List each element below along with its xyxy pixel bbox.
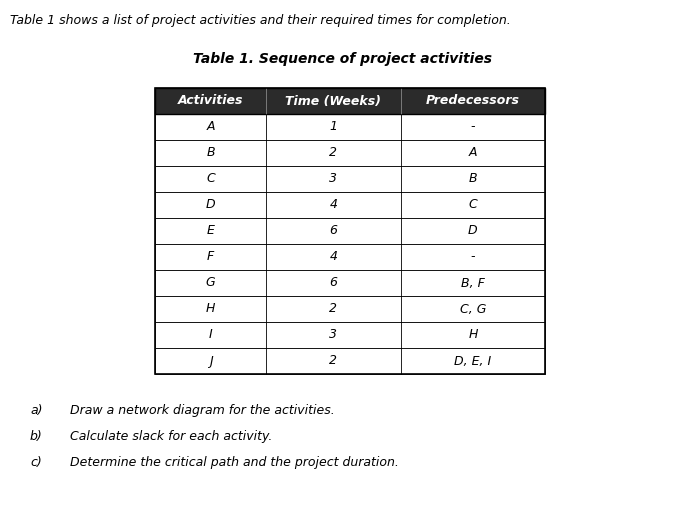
- Text: D: D: [468, 225, 477, 237]
- Text: D: D: [206, 198, 215, 212]
- Bar: [155, 166, 545, 192]
- Text: 6: 6: [329, 225, 338, 237]
- Text: Table 1 shows a list of project activities and their required times for completi: Table 1 shows a list of project activiti…: [10, 14, 511, 27]
- Text: a): a): [30, 404, 42, 417]
- Text: 4: 4: [329, 198, 338, 212]
- Text: E: E: [207, 225, 214, 237]
- Text: I: I: [209, 328, 212, 342]
- Bar: [155, 140, 545, 166]
- Bar: [155, 114, 545, 140]
- Text: F: F: [207, 251, 214, 263]
- Text: Time (Weeks): Time (Weeks): [286, 95, 382, 107]
- Bar: [155, 244, 545, 270]
- Text: H: H: [468, 328, 477, 342]
- Text: 6: 6: [329, 277, 338, 289]
- Text: H: H: [206, 303, 215, 315]
- Text: B, F: B, F: [461, 277, 485, 289]
- Text: Predecessors: Predecessors: [426, 95, 520, 107]
- Text: D, E, I: D, E, I: [454, 354, 491, 368]
- Text: 3: 3: [329, 328, 338, 342]
- Text: c): c): [30, 456, 42, 469]
- Bar: [155, 192, 545, 218]
- Text: Calculate slack for each activity.: Calculate slack for each activity.: [70, 430, 273, 443]
- Bar: [155, 270, 545, 296]
- Text: 3: 3: [329, 172, 338, 186]
- Text: A: A: [206, 121, 215, 134]
- Text: G: G: [206, 277, 215, 289]
- Bar: [155, 322, 545, 348]
- Bar: [155, 88, 545, 114]
- Text: Determine the critical path and the project duration.: Determine the critical path and the proj…: [70, 456, 399, 469]
- Text: b): b): [30, 430, 42, 443]
- Text: C: C: [469, 198, 477, 212]
- Text: B: B: [206, 146, 215, 160]
- Text: J: J: [209, 354, 212, 368]
- Bar: [155, 88, 545, 374]
- Bar: [155, 348, 545, 374]
- Bar: [155, 218, 545, 244]
- Text: -: -: [471, 121, 475, 134]
- Text: 1: 1: [329, 121, 338, 134]
- Text: 2: 2: [329, 303, 338, 315]
- Text: -: -: [471, 251, 475, 263]
- Text: C: C: [206, 172, 215, 186]
- Text: A: A: [469, 146, 477, 160]
- Text: 4: 4: [329, 251, 338, 263]
- Text: C, G: C, G: [460, 303, 486, 315]
- Text: 2: 2: [329, 146, 338, 160]
- Text: B: B: [469, 172, 477, 186]
- Text: Table 1. Sequence of project activities: Table 1. Sequence of project activities: [193, 52, 492, 66]
- Bar: [155, 296, 545, 322]
- Text: Activities: Activities: [178, 95, 243, 107]
- Text: Draw a network diagram for the activities.: Draw a network diagram for the activitie…: [70, 404, 335, 417]
- Text: 2: 2: [329, 354, 338, 368]
